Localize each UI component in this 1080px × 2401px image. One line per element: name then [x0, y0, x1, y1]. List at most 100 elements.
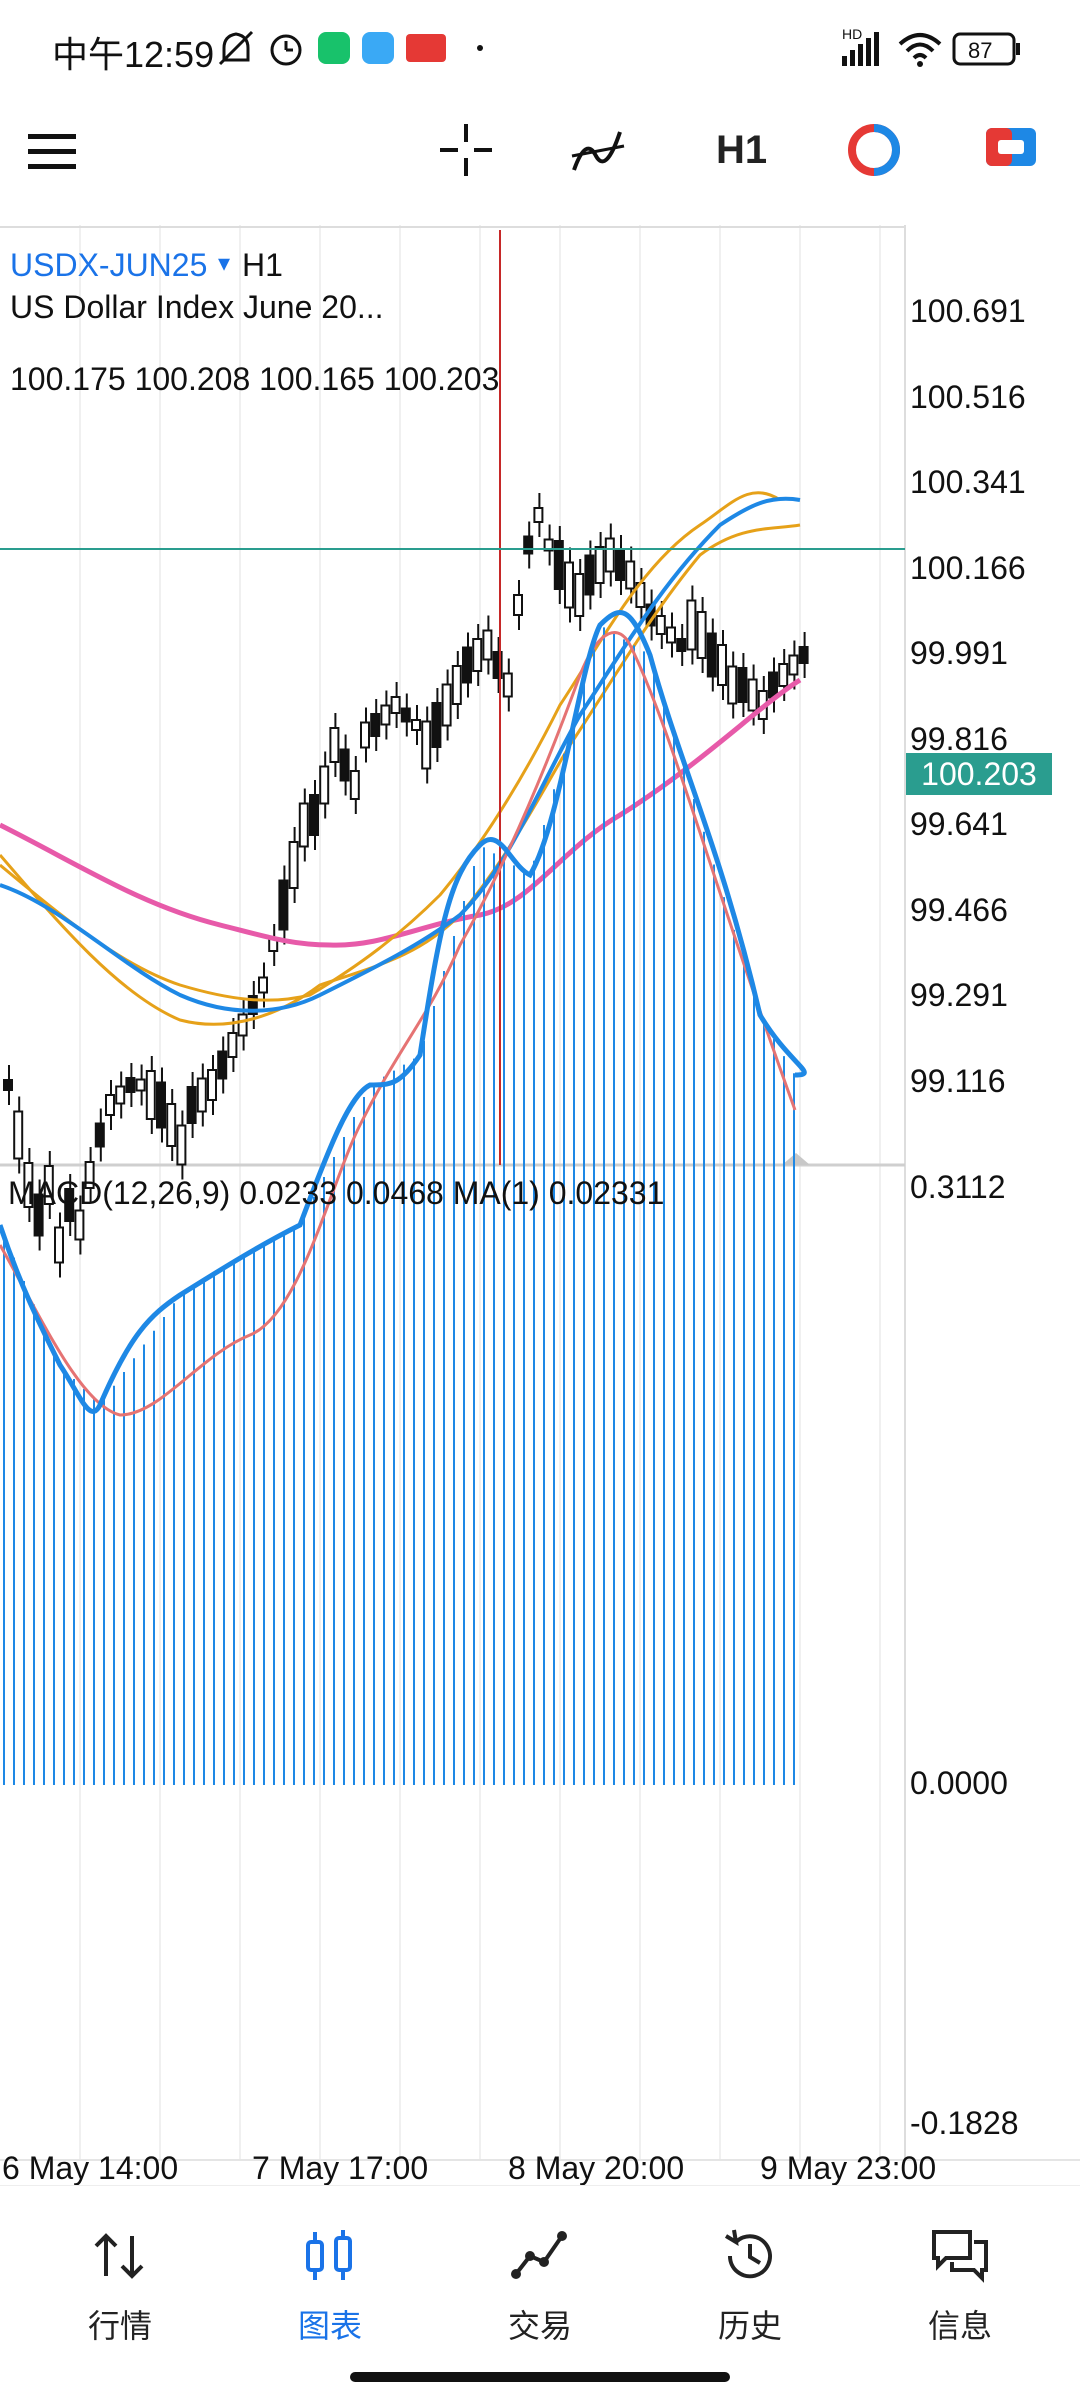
ma-pink-line	[0, 677, 802, 948]
current-price-badge: 100.203	[906, 753, 1052, 795]
home-indicator[interactable]	[350, 2372, 730, 2382]
chart-icon	[306, 2230, 352, 2280]
chart-grid	[79, 225, 881, 2160]
candle-body	[43, 1165, 54, 1205]
candle-body	[319, 765, 330, 805]
nav-item-messages[interactable]: 信息	[860, 2226, 1060, 2346]
nav-item-history[interactable]: 历史	[650, 2226, 850, 2346]
candle-body	[451, 665, 462, 705]
bottom-nav: 行情 图表 交易 历史	[0, 2185, 1080, 2401]
nav-item-trade[interactable]: 交易	[440, 2226, 640, 2346]
candle-body	[462, 646, 472, 684]
nav-label-chart: 图表	[297, 2308, 362, 2344]
candle-body	[502, 672, 513, 698]
price-axis-label: 99.116	[910, 1063, 1006, 1099]
candle-body	[523, 535, 534, 555]
candle-body	[74, 1209, 85, 1241]
candle-body	[513, 594, 523, 616]
candle-body	[156, 1081, 166, 1129]
candle-body	[135, 1078, 146, 1092]
indicators-icon[interactable]	[571, 131, 625, 171]
candle-body	[349, 770, 360, 800]
nav-label-trade: 交易	[507, 2308, 572, 2344]
candle-body	[778, 663, 789, 687]
candle-body	[380, 704, 391, 726]
price-axis-label: 100.166	[910, 550, 1026, 586]
candle-body	[737, 667, 748, 703]
candle-body	[217, 1050, 228, 1080]
price-axis-label: 99.641	[910, 806, 1008, 842]
price-axis-label: 99.991	[910, 635, 1008, 671]
price-axis-label: 100.516	[910, 379, 1026, 415]
time-axis-label: 7 May 17:00	[252, 2150, 429, 2186]
candle-body	[227, 1032, 238, 1058]
status-icons	[218, 30, 1020, 67]
candle-body	[390, 696, 401, 714]
price-axis-label: 99.466	[910, 892, 1008, 928]
candle-body	[411, 719, 421, 731]
objects-icon[interactable]	[986, 128, 1036, 166]
candle-body	[564, 561, 574, 609]
signal-icon	[842, 32, 879, 66]
toutiao-icon	[406, 34, 446, 62]
candle-body	[166, 1103, 177, 1147]
candle-body	[145, 1070, 156, 1120]
candle-body	[339, 748, 350, 782]
app-icon-green	[318, 32, 350, 64]
candle-body	[33, 1193, 44, 1237]
ohlc-values: 100.175 100.208 100.165 100.203	[10, 361, 500, 397]
messages-icon	[932, 2230, 988, 2283]
candle-body	[625, 560, 636, 590]
candle-body	[686, 599, 697, 651]
time-axis-label: 8 May 20:00	[508, 2150, 685, 2186]
candle-body	[176, 1124, 187, 1166]
symbol-label[interactable]: USDX-JUN25	[10, 247, 208, 283]
candle-body	[360, 721, 370, 749]
ma-orange-line-1	[0, 491, 781, 1002]
candle-body	[288, 841, 299, 889]
chart-area[interactable]: USDX-JUN25 ▾ H1 US Dollar Index June 20.…	[0, 225, 1080, 2185]
macd-label: MACD(12,26,9) 0.0233 0.0468 MA(1) 0.0233…	[8, 1175, 665, 1211]
candle-body	[655, 615, 666, 635]
chart-canvas[interactable]	[0, 225, 1080, 2185]
candle-body	[666, 626, 676, 644]
history-icon	[724, 2229, 772, 2279]
candle-body	[584, 554, 595, 596]
symbol-description: US Dollar Index June 20...	[10, 289, 384, 325]
mute-bell-icon	[218, 30, 254, 66]
toolbar-icons	[28, 124, 1036, 176]
menu-icon[interactable]	[28, 134, 76, 169]
candle-body	[492, 651, 503, 679]
candle-body	[788, 654, 799, 676]
candle-body	[105, 1094, 115, 1116]
candle-body	[706, 632, 717, 678]
color-icon[interactable]	[848, 124, 900, 176]
scroll-marker-icon[interactable]	[782, 1153, 810, 1165]
nav-label-quotes: 行情	[87, 2308, 152, 2344]
price-axis-label: 100.691	[910, 293, 1026, 329]
macd-signal-line	[0, 631, 797, 1417]
candle-body	[247, 995, 258, 1015]
symbol-dropdown-icon[interactable]: ▾	[218, 250, 231, 277]
chart-timeframe-label: H1	[242, 247, 283, 283]
crosshair-icon[interactable]	[440, 124, 492, 176]
candle-body	[237, 1013, 248, 1037]
candle-body	[574, 573, 585, 617]
candle-body	[23, 1162, 34, 1208]
macd-main-line	[0, 610, 807, 1414]
candle-body	[543, 538, 554, 552]
price-axis-label: 100.341	[910, 464, 1026, 500]
status-time: 中午12:59	[52, 34, 215, 75]
candle-body	[196, 1077, 207, 1113]
candle-body	[278, 879, 289, 931]
candle-body	[594, 546, 605, 584]
candle-body	[186, 1086, 197, 1124]
nav-item-chart[interactable]: 图表	[230, 2226, 430, 2346]
macd-axis-zero: 0.0000	[910, 1765, 1008, 1801]
timeframe-button[interactable]: H1	[716, 128, 768, 172]
candle-body	[798, 646, 809, 664]
ma-blue-line	[0, 496, 801, 1013]
candle-body	[768, 671, 778, 699]
candle-body	[676, 638, 687, 652]
nav-item-quotes[interactable]: 行情	[20, 2226, 220, 2346]
